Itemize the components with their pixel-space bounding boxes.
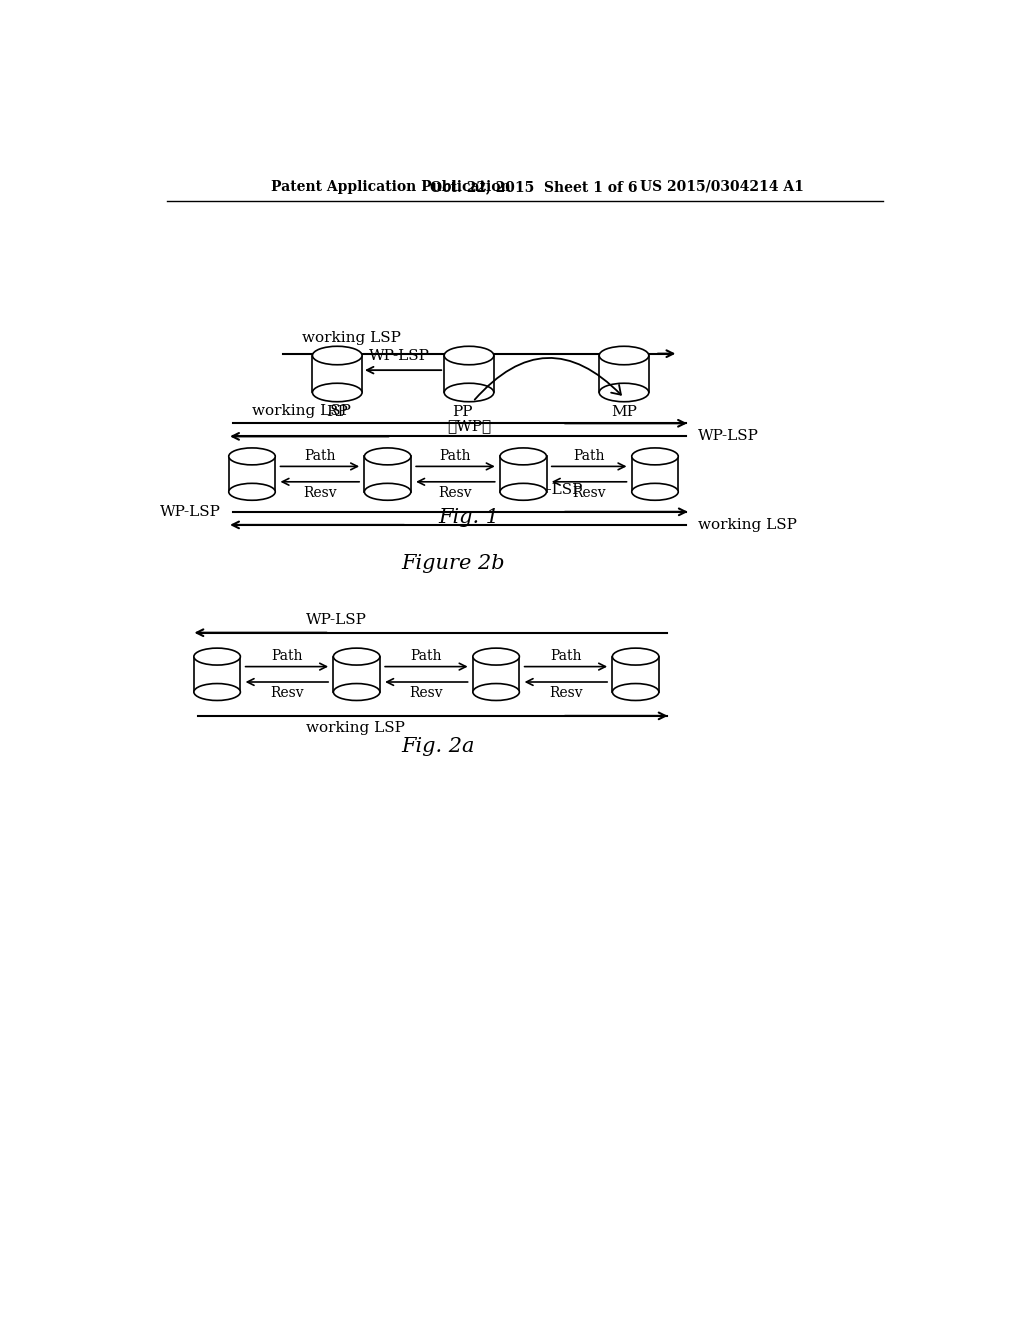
Bar [612,656,658,692]
Bar [312,355,362,392]
Ellipse shape [365,483,411,500]
Ellipse shape [612,648,658,665]
Bar [334,656,380,692]
Ellipse shape [194,648,241,665]
Text: WP-LSP: WP-LSP [369,350,430,363]
Ellipse shape [500,483,547,500]
Text: working LSP: working LSP [697,517,797,532]
Ellipse shape [473,648,519,665]
Ellipse shape [632,483,678,500]
Ellipse shape [632,447,678,465]
FancyArrowPatch shape [475,358,621,400]
Ellipse shape [500,447,547,465]
Text: MP: MP [611,405,637,420]
Bar [632,457,678,492]
Text: Figure 2b: Figure 2b [401,554,505,573]
Ellipse shape [334,648,380,665]
Text: Path: Path [271,649,303,663]
Text: PP: PP [453,405,473,420]
Text: Path: Path [304,449,336,462]
Ellipse shape [599,383,649,401]
Ellipse shape [312,346,362,364]
Bar [599,355,649,392]
Text: Path: Path [550,649,582,663]
Text: Resv: Resv [572,486,606,499]
Ellipse shape [194,684,241,701]
Text: Path: Path [573,449,605,462]
Text: Oct. 22, 2015  Sheet 1 of 6: Oct. 22, 2015 Sheet 1 of 6 [430,180,638,194]
Bar [194,656,241,692]
Bar [365,457,411,492]
Text: Fig. 1: Fig. 1 [438,508,500,527]
Text: Path: Path [411,649,442,663]
Bar [444,355,494,392]
Text: Patent Application Publication: Patent Application Publication [271,180,511,194]
Ellipse shape [473,684,519,701]
Text: working LSP: working LSP [306,721,406,735]
Text: Resv: Resv [270,686,304,700]
Ellipse shape [334,684,380,701]
Text: WP-LSP: WP-LSP [306,614,368,627]
Text: US 2015/0304214 A1: US 2015/0304214 A1 [640,180,804,194]
Text: RP: RP [327,405,348,420]
Text: （WP）: （WP） [446,420,492,433]
Text: WP-LSP: WP-LSP [160,504,221,519]
Text: BP-LSP: BP-LSP [526,483,583,498]
Bar [473,656,519,692]
Text: Resv: Resv [410,686,443,700]
Text: Resv: Resv [549,686,583,700]
Ellipse shape [312,383,362,401]
Text: WP-LSP: WP-LSP [697,429,759,444]
Ellipse shape [228,447,275,465]
Text: Fig. 2a: Fig. 2a [401,737,475,756]
Ellipse shape [365,447,411,465]
Text: Path: Path [439,449,471,462]
Bar [500,457,547,492]
Ellipse shape [444,346,494,364]
Bar [228,457,275,492]
Text: working LSP: working LSP [302,331,401,346]
Ellipse shape [444,383,494,401]
Text: Resv: Resv [438,486,472,499]
Ellipse shape [228,483,275,500]
Ellipse shape [599,346,649,364]
Ellipse shape [612,684,658,701]
Text: Resv: Resv [303,486,337,499]
Text: working LSP: working LSP [252,404,351,418]
